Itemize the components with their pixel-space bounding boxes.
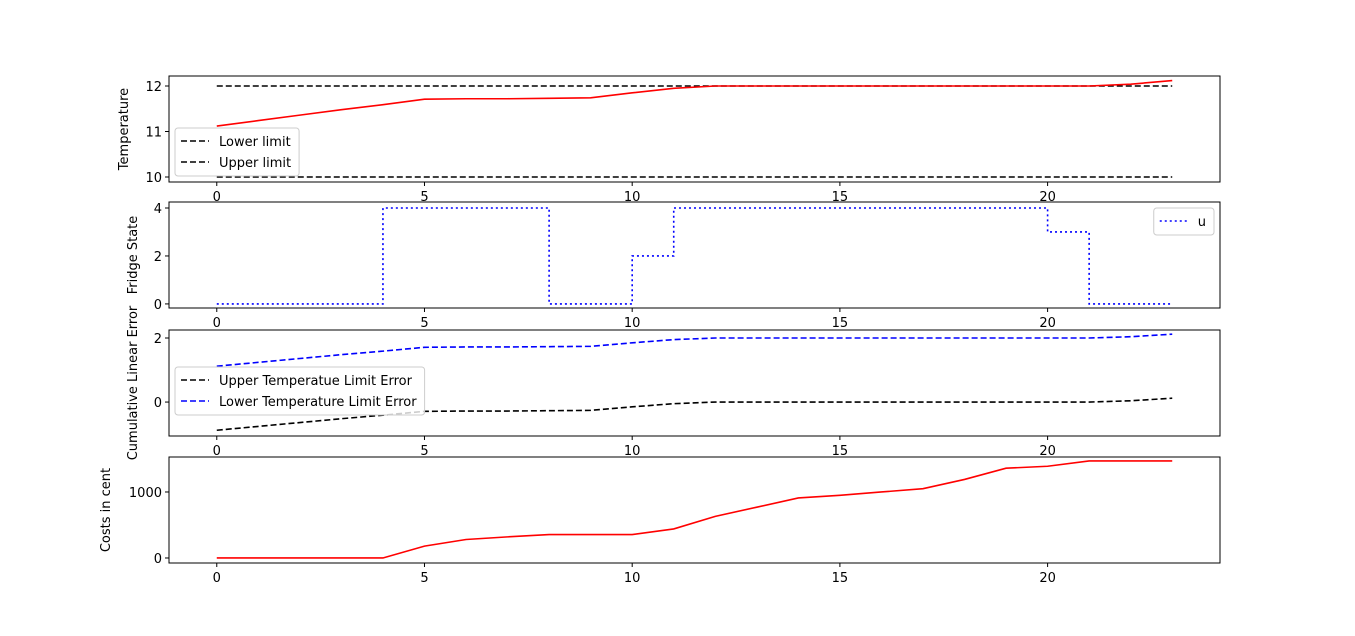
y-tick-label: 10: [145, 171, 162, 186]
x-tick-label: 15: [832, 571, 849, 586]
x-tick-label: 0: [213, 316, 221, 331]
series-line: [216, 79, 1173, 127]
subplot: 0 5 10 15 20 0 2 Cumulative Linear Error Upper T…: [126, 305, 1221, 460]
y-tick-label: 11: [145, 126, 162, 141]
subplot: 0 5 10 15 20 0 1000 Costs in cent: [99, 456, 1221, 586]
x-tick-label: 10: [624, 316, 641, 331]
y-axis-label: Temperature: [117, 88, 132, 171]
x-tick-label: 10: [624, 190, 641, 205]
y-axis-label: Costs in cent: [99, 468, 114, 552]
y-tick-label: 0: [154, 298, 162, 313]
x-tick-label: 5: [420, 571, 428, 586]
legend-label: Upper Temperatue Limit Error: [219, 374, 413, 389]
axes-frame: [168, 329, 1221, 437]
x-tick-label: 10: [624, 444, 641, 459]
series-line: [216, 333, 1173, 367]
x-tick-label: 5: [420, 444, 428, 459]
legend-label: Lower limit: [219, 135, 291, 150]
y-tick-label: 1000: [129, 486, 162, 501]
x-tick-label: 15: [832, 190, 849, 205]
x-tick-label: 20: [1039, 190, 1056, 205]
legend: Upper Temperatue Limit Error Lower Temper…: [174, 366, 426, 416]
legend-box: [174, 127, 300, 177]
x-tick-label: 5: [420, 190, 428, 205]
series-line: [216, 460, 1173, 559]
y-axis-label: Cumulative Linear Error: [126, 305, 141, 460]
axes-frame: [168, 75, 1221, 183]
y-tick-label: 4: [154, 202, 162, 217]
axes-frame: [168, 456, 1221, 564]
subplot: 0 5 10 15 20 10 11 12 Temperature Lower limit Uppe…: [117, 75, 1221, 205]
x-tick-label: 0: [213, 190, 221, 205]
axes-frame: [168, 201, 1221, 309]
x-tick-label: 5: [420, 316, 428, 331]
x-tick-label: 20: [1039, 571, 1056, 586]
x-tick-label: 0: [213, 571, 221, 586]
y-tick-label: 12: [145, 80, 162, 95]
legend-box: [174, 366, 426, 416]
x-tick-label: 10: [624, 571, 641, 586]
legend-label: Upper limit: [219, 156, 291, 171]
x-tick-label: 0: [213, 444, 221, 459]
legend: u: [1153, 207, 1215, 236]
subplot: 0 5 10 15 20 0 2 4 Fridge State u: [126, 201, 1221, 331]
legend-label: Lower Temperature Limit Error: [219, 395, 417, 410]
y-axis-label: Fridge State: [126, 216, 141, 295]
x-tick-label: 15: [832, 444, 849, 459]
y-tick-label: 2: [154, 332, 162, 347]
legend-box: [1153, 207, 1215, 236]
x-tick-label: 20: [1039, 444, 1056, 459]
series-line: [216, 207, 1173, 305]
y-tick-label: 0: [154, 396, 162, 411]
x-tick-label: 15: [832, 316, 849, 331]
legend-label: u: [1198, 215, 1206, 230]
series-line: [216, 397, 1173, 432]
x-tick-label: 20: [1039, 316, 1056, 331]
y-tick-label: 2: [154, 250, 162, 265]
legend: Lower limit Upper limit: [174, 127, 300, 177]
y-tick-label: 0: [154, 552, 162, 567]
